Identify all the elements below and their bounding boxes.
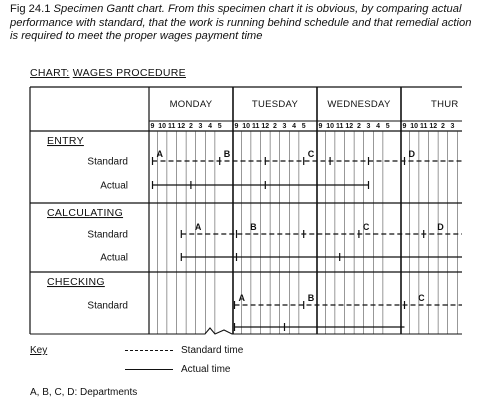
caption-text: Specimen Gantt chart. From this specimen… <box>10 3 472 42</box>
figure-number: Fig 24.1 <box>10 3 51 15</box>
hour-label: 12 <box>261 123 269 130</box>
row-label: Actual <box>100 181 128 192</box>
department-marker: C <box>308 149 315 159</box>
chart-title: CHART: WAGES PROCEDURE <box>30 67 186 79</box>
department-marker: A <box>195 222 202 232</box>
hour-label: 11 <box>336 123 344 130</box>
day-label: MONDAY <box>170 99 213 110</box>
department-marker: A <box>239 293 246 303</box>
hour-label: 3 <box>199 123 203 130</box>
section-heading: ENTRY <box>47 135 84 147</box>
chart-title-prefix: CHART: <box>30 67 70 79</box>
hour-label: 12 <box>429 123 437 130</box>
department-marker: B <box>308 293 315 303</box>
hour-label: 12 <box>177 123 185 130</box>
row-label: Standard <box>87 157 128 168</box>
hour-label: 3 <box>367 123 371 130</box>
department-marker: C <box>418 293 425 303</box>
solid-line-swatch <box>125 368 173 370</box>
department-marker: D <box>409 149 416 159</box>
hour-label: 9 <box>403 123 407 130</box>
hour-label: 5 <box>386 123 390 130</box>
key-actual-label: Actual time <box>181 364 231 375</box>
hour-label: 9 <box>235 123 239 130</box>
chart-title-name: WAGES PROCEDURE <box>72 67 186 79</box>
key-standard-label: Standard time <box>181 345 244 356</box>
row-label: Actual <box>100 253 128 264</box>
department-marker: C <box>363 222 370 232</box>
hour-label: 12 <box>345 123 353 130</box>
row-label: Standard <box>87 301 128 312</box>
section-heading: CALCULATING <box>47 207 123 219</box>
hour-label: 11 <box>420 123 428 130</box>
hour-label: 5 <box>218 123 222 130</box>
figure-caption: Fig 24.1 Specimen Gantt chart. From this… <box>10 3 472 44</box>
torn-edge <box>30 327 462 335</box>
hour-label: 10 <box>242 123 250 130</box>
hour-label: 2 <box>189 123 193 130</box>
section-heading: CHECKING <box>47 276 105 288</box>
dashed-line-swatch <box>125 349 173 351</box>
hour-label: 3 <box>283 123 287 130</box>
hour-label: 11 <box>168 123 176 130</box>
hour-label: 4 <box>376 123 380 130</box>
department-marker: B <box>224 149 231 159</box>
hour-label: 3 <box>451 123 455 130</box>
hour-label: 9 <box>319 123 323 130</box>
department-marker: B <box>250 222 257 232</box>
day-label: WEDNESDAY <box>327 99 391 110</box>
hour-label: 2 <box>357 123 361 130</box>
key-actual-row: Actual time <box>125 364 230 375</box>
hour-label: 11 <box>252 123 260 130</box>
hour-label: 10 <box>158 123 166 130</box>
hour-label: 5 <box>302 123 306 130</box>
hour-label: 9 <box>151 123 155 130</box>
row-label: Standard <box>87 230 128 241</box>
key-standard-row: Standard time <box>125 345 243 356</box>
hour-label: 2 <box>441 123 445 130</box>
department-marker: A <box>157 149 164 159</box>
key-title: Key <box>30 345 48 356</box>
hour-label: 10 <box>410 123 418 130</box>
hour-label: 4 <box>208 123 212 130</box>
department-marker: D <box>437 222 444 232</box>
hour-label: 2 <box>273 123 277 130</box>
hour-label: 4 <box>292 123 296 130</box>
day-label: THUR <box>431 99 459 110</box>
departments-note: A, B, C, D: Departments <box>30 387 138 398</box>
day-label: TUESDAY <box>252 99 299 110</box>
hour-label: 10 <box>326 123 334 130</box>
